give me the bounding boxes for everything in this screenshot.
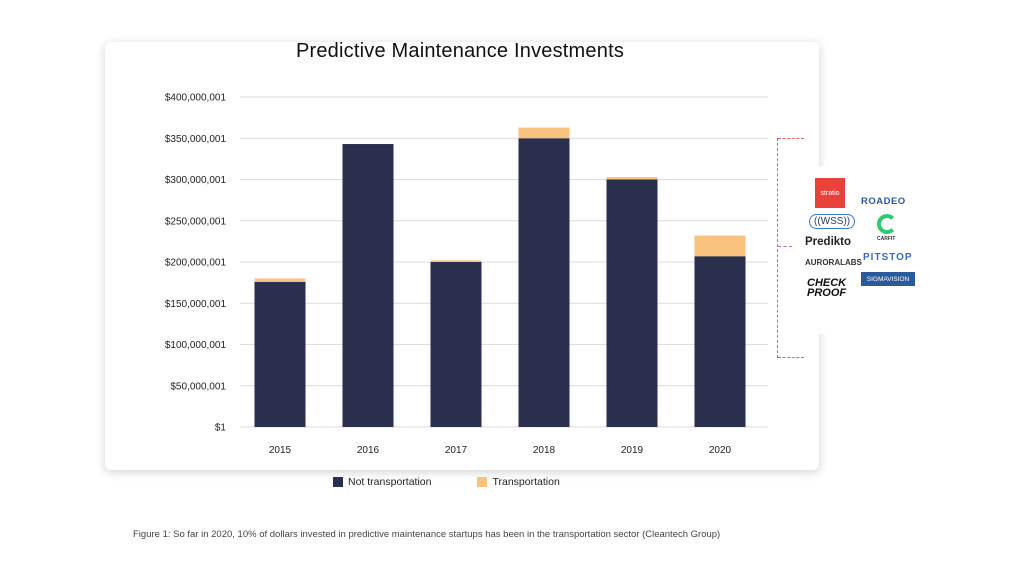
bar-not-transportation-2018 [518, 138, 570, 427]
y-tick-label: $300,000,001 [165, 175, 227, 186]
bar-transportation-2020 [694, 235, 746, 257]
carfit-logo: CARFIT [877, 236, 896, 242]
x-tick-labels: 2015 2016 2017 2018 2019 2020 [269, 445, 732, 456]
stratio-logo: stratio [815, 178, 845, 208]
legend-swatch-not-transportation [333, 477, 343, 487]
bar-transportation-2019 [606, 177, 658, 180]
x-tick-label: 2016 [357, 445, 380, 456]
bars [254, 127, 746, 427]
legend: Not transportation Transportation [333, 476, 560, 488]
y-tick-label: $50,000,001 [170, 381, 226, 392]
x-tick-label: 2020 [709, 445, 732, 456]
chart-title: Predictive Maintenance Investments [295, 40, 625, 62]
x-tick-label: 2015 [269, 445, 292, 456]
bar-not-transportation-2020 [694, 256, 746, 427]
x-tick-label: 2018 [533, 445, 556, 456]
grid-lines [240, 96, 768, 428]
predikto-logo: Predikto [805, 236, 852, 248]
checkproof-line1: CHECK [807, 277, 847, 289]
bracket-bottom [778, 357, 804, 358]
bar-transportation-2017 [430, 260, 482, 262]
y-tick-label: $150,000,001 [165, 299, 227, 310]
bar-not-transportation-2015 [254, 281, 306, 427]
y-tick-label: $400,000,001 [165, 93, 227, 104]
legend-label-not-transportation: Not transportation [348, 476, 432, 488]
y-tick-label: $250,000,001 [165, 216, 227, 227]
y-tick-label: $350,000,001 [165, 134, 227, 145]
bracket-top [778, 138, 804, 139]
legend-item-transportation: Transportation [477, 476, 560, 488]
bar-not-transportation-2016 [342, 144, 394, 427]
pitstop-logo: PITSTOP [863, 252, 913, 263]
wss-logo: ((WSS)) [809, 214, 856, 229]
bar-transportation-2015 [254, 278, 306, 282]
checkproof-logo: CHECK PROOF [807, 277, 847, 299]
startup-logos-panel: stratio ROADEO ((WSS)) CARFIT Predikto A… [803, 166, 921, 334]
sigmavision-logo: SIGMAVISION [861, 272, 915, 286]
checkproof-line2: PROOF [807, 287, 847, 299]
y-tick-label: $100,000,001 [165, 340, 227, 351]
figure-caption: Figure 1: So far in 2020, 10% of dollars… [133, 529, 721, 540]
x-tick-label: 2019 [621, 445, 644, 456]
carfit-icon [877, 214, 897, 234]
bar-transportation-2018 [518, 127, 570, 139]
auroralabs-logo: AURORALABS [805, 258, 862, 267]
roadeo-logo: ROADEO [861, 196, 906, 207]
legend-swatch-transportation [477, 477, 488, 487]
logo-bracket [777, 138, 804, 358]
bar-not-transportation-2019 [606, 179, 658, 427]
y-tick-label: $1 [215, 423, 227, 434]
legend-label-transportation: Transportation [492, 476, 560, 488]
bar-not-transportation-2017 [430, 262, 482, 427]
y-tick-labels: $1 $50,000,001 $100,000,001 $150,000,001 $20… [165, 93, 227, 434]
x-tick-label: 2017 [445, 445, 468, 456]
bracket-mid [778, 246, 792, 247]
legend-item-not-transportation: Not transportation [333, 476, 431, 488]
y-tick-label: $200,000,001 [165, 258, 227, 269]
